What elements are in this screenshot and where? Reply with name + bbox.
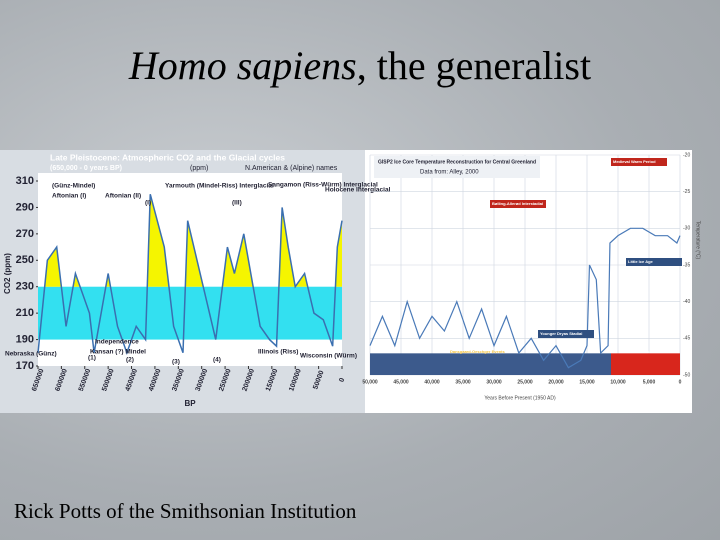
x-axis-label: Years Before Present (1950 AD)	[484, 395, 556, 401]
annotation: Holocene Interglacial	[325, 187, 391, 194]
warm-area	[44, 194, 342, 287]
temperature-line	[369, 227, 681, 369]
annotation: Nebraska (Günz)	[5, 351, 57, 358]
annotation: Independence	[95, 339, 139, 346]
annotation: Bølling-Allerød Interstadial	[492, 201, 543, 206]
slide-title: Homo sapiens, the generalist	[0, 42, 720, 89]
chart-subtitle: Data from: Alley, 2000	[420, 170, 479, 176]
x-tick-label: 5,000	[643, 379, 656, 385]
y-axis-label: CO2 (ppm)	[3, 253, 12, 294]
x-tick-label: 10,000	[610, 379, 626, 385]
x-tick-label: 40,000	[424, 379, 440, 385]
de-band	[370, 353, 611, 375]
y-tick-label: -25	[683, 189, 690, 195]
y-axis-label: Temperature (°C)	[695, 221, 701, 260]
y-tick-label: 210	[16, 307, 34, 319]
title-box	[374, 156, 540, 178]
y-tick-label: 190	[16, 333, 34, 345]
x-tick-label: 0	[679, 379, 682, 385]
annotation: (III)	[232, 200, 242, 207]
chart-subtitle: (650,000 - 0 years BP)	[50, 165, 122, 172]
x-tick-label: 35,000	[455, 379, 471, 385]
annotation: (Günz-Mindel)	[52, 183, 95, 190]
title-rest: , the generalist	[356, 43, 592, 88]
x-tick-label: 50,000	[362, 379, 378, 385]
annotation-box	[626, 258, 682, 266]
y-tick-label: -30	[683, 226, 690, 232]
y-tick-label: -20	[683, 152, 690, 158]
annotation: (2)	[126, 357, 134, 364]
annotation: (3)	[172, 359, 180, 366]
annotation: Yarmouth (Mindel-Riss) Interglacial	[165, 183, 274, 190]
y-tick-label: 250	[16, 254, 34, 266]
annotation: Aftonian (I)	[52, 193, 86, 200]
y-tick-label: 230	[16, 281, 34, 293]
annotation: (1)	[88, 355, 96, 362]
annotation-box	[538, 330, 594, 338]
annotation: (I)	[145, 200, 151, 207]
chart-title: Late Pleistocene: Atmospheric CO2 and th…	[50, 152, 285, 162]
unit: (ppm)	[190, 165, 208, 172]
annotation: Aftonian (II)	[105, 193, 141, 200]
y-tick-label: -40	[683, 299, 690, 305]
y-tick-label: -35	[683, 262, 690, 268]
bond-band	[611, 353, 680, 375]
x-tick-label: 15,000	[579, 379, 595, 385]
annotation: Younger Dryas Stadial	[540, 331, 582, 336]
co2-line	[37, 194, 343, 356]
caption: Rick Potts of the Smithsonian Institutio…	[14, 499, 357, 523]
annotation-box	[611, 158, 667, 166]
annotation: Kansan (?) Mindel	[90, 349, 146, 356]
annotation: Medieval Warm Period	[613, 159, 656, 164]
annotation: Dansgaard-Oeschger Events	[450, 349, 505, 354]
annotation: Little Ice Age	[628, 259, 654, 264]
annotation: (4)	[213, 357, 221, 364]
y-tick-label: 310	[16, 175, 34, 187]
annotation: Wisconsin (Würm)	[300, 353, 357, 360]
x-tick-label: 45,000	[393, 379, 409, 385]
y-tick-label: 290	[16, 201, 34, 213]
chart-title: GISP2 Ice Core Temperature Reconstructio…	[378, 159, 536, 165]
x-tick-label: 25,000	[517, 379, 533, 385]
names-note: N.American & (Alpine) names	[245, 165, 338, 172]
y-tick-label: -45	[683, 336, 690, 342]
annotation: Illinois (Riss)	[258, 349, 298, 356]
annotation-box	[490, 200, 546, 208]
x-axis-label: BP	[184, 399, 196, 408]
y-tick-label: 270	[16, 228, 34, 240]
x-tick-label: 0	[338, 377, 346, 383]
annotation: Sangamon (Riss-Würm) Interglacial	[268, 182, 378, 189]
annotation: Bond Events	[625, 349, 650, 354]
y-tick-label: -50	[683, 372, 690, 378]
y-tick-label: 170	[16, 360, 34, 372]
x-tick-label: 30,000	[486, 379, 502, 385]
x-tick-label: 20,000	[548, 379, 564, 385]
title-italic: Homo sapiens	[128, 43, 357, 88]
